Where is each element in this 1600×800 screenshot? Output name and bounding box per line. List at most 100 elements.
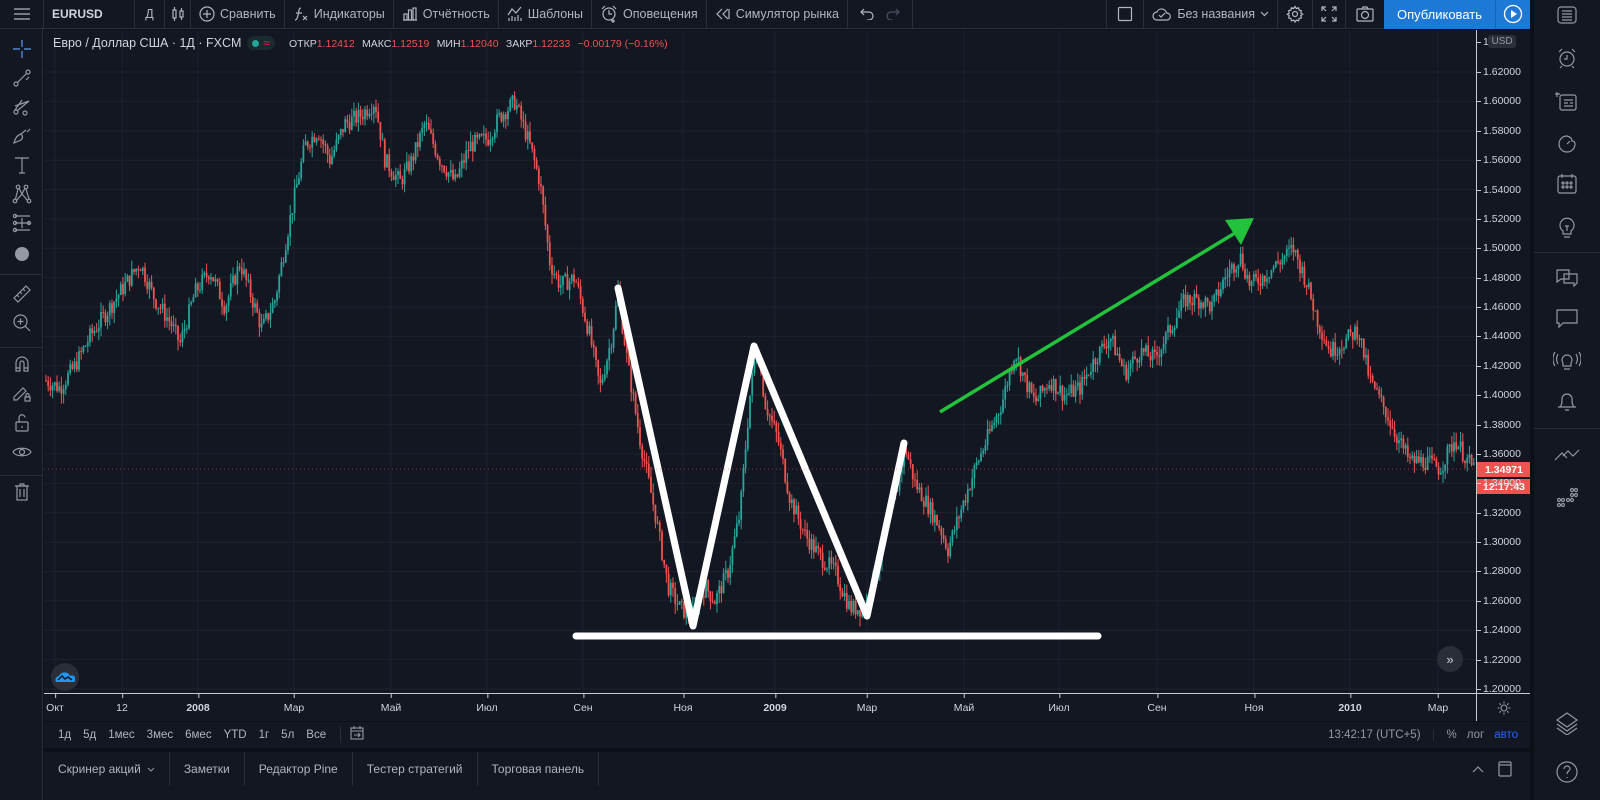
maximize-panel-icon[interactable] [1498, 761, 1512, 777]
price-axis[interactable]: 1 USD 1.34971 12:17:43 1.62000 1.60000 1.5… [1476, 30, 1531, 695]
redo-icon[interactable] [886, 8, 900, 20]
ideas-button[interactable] [1534, 212, 1600, 242]
axis-settings-button[interactable] [1476, 693, 1530, 721]
watchlist-button[interactable] [1534, 0, 1600, 30]
time-tick: Сен [573, 694, 593, 714]
publish-options-button[interactable] [1496, 0, 1530, 29]
double-chevron-right-icon: » [1446, 651, 1454, 667]
fullscreen-button[interactable] [1313, 0, 1346, 29]
remove-drawings-tool[interactable] [0, 478, 43, 506]
object-tree-button[interactable] [1534, 708, 1600, 738]
crosshair-tool[interactable] [0, 35, 43, 63]
chevron-up-icon[interactable] [1472, 765, 1484, 773]
magnet-tool[interactable] [0, 350, 43, 378]
snapshot-button[interactable] [1346, 0, 1384, 29]
chart-type-button[interactable] [165, 0, 191, 29]
private-chats-button[interactable] [1534, 303, 1600, 333]
undo-icon[interactable] [860, 8, 874, 20]
time-tick: Ноя [1244, 694, 1264, 714]
icon-shape-tool[interactable] [0, 240, 43, 268]
range-1d[interactable]: 1д [58, 729, 72, 741]
tab-pine-editor[interactable]: Редактор Pine [245, 752, 353, 786]
alerts-panel-button[interactable] [1534, 43, 1600, 73]
clock-timezone-button[interactable]: 13:42:17 (UTC+5) [1328, 729, 1434, 741]
dom-button[interactable] [1534, 482, 1600, 512]
scroll-to-realtime-button[interactable]: » [1437, 646, 1463, 672]
price-tick: 1.22000 [1477, 653, 1521, 666]
range-5d[interactable]: 5д [83, 729, 97, 741]
alerts-label: Оповещения [623, 7, 698, 21]
time-tick: Июл [1048, 694, 1070, 714]
lock-drawings-tool[interactable] [0, 379, 43, 407]
time-tick: Июл [476, 694, 498, 714]
indicators-button[interactable]: Индикаторы [285, 0, 394, 29]
pattern-tool[interactable] [0, 180, 43, 208]
drawings[interactable] [572, 218, 1254, 640]
time-tick: Мар [283, 694, 305, 714]
layout-name-button[interactable]: Без названия [1144, 0, 1278, 29]
help-button[interactable] [1534, 757, 1600, 787]
candlestick-chart[interactable] [44, 30, 1476, 693]
chats-button[interactable] [1534, 262, 1600, 292]
go-to-date-button[interactable] [349, 725, 365, 746]
series-title[interactable]: Евро / Доллар США · 1Д · FXCM [53, 36, 242, 50]
publish-button[interactable]: Опубликовать [1383, 0, 1496, 29]
hide-drawings-tool[interactable] [0, 438, 43, 466]
pitchfork-tool[interactable] [0, 93, 43, 121]
log-scale-toggle[interactable]: лог [1466, 729, 1485, 741]
compare-label: Сравнить [220, 7, 276, 21]
order-panel-button[interactable] [1534, 440, 1600, 470]
range-5y[interactable]: 5л [281, 729, 295, 741]
separator [0, 475, 43, 476]
measure-tool[interactable] [0, 280, 43, 308]
notifications-button[interactable] [1534, 386, 1600, 416]
lock-all-tool[interactable] [0, 409, 43, 437]
interval-button[interactable]: Д [135, 0, 165, 29]
tab-notes[interactable]: Заметки [170, 752, 245, 786]
symbol-search-button[interactable]: EURUSD [44, 0, 135, 29]
close-value: 1.12233 [532, 38, 571, 50]
unlock-icon [14, 414, 29, 432]
replay-button[interactable]: Симулятор рынка [707, 0, 848, 29]
cloud-logo-icon [55, 672, 75, 682]
compare-button[interactable]: Сравнить [191, 0, 285, 29]
time-tick: Сен [1147, 694, 1167, 714]
currency-label[interactable]: USD [1488, 35, 1516, 48]
range-6m[interactable]: 6мес [185, 729, 212, 741]
separator [0, 347, 43, 348]
range-all[interactable]: Все [306, 729, 327, 741]
trendline-tool[interactable] [0, 64, 43, 92]
menu-button[interactable] [0, 0, 44, 29]
auto-scale-toggle[interactable]: авто [1494, 729, 1518, 741]
hotlists-button[interactable] [1534, 129, 1600, 159]
tab-trading-panel[interactable]: Торговая панель [478, 752, 600, 786]
brush-tool[interactable] [0, 122, 43, 150]
zoom-tool[interactable] [0, 309, 43, 337]
price-tick: 1.28000 [1477, 565, 1521, 578]
alerts-button[interactable]: Оповещения [592, 0, 707, 29]
tab-stock-screener[interactable]: Скринер акций [44, 752, 170, 786]
prediction-tool[interactable] [0, 209, 43, 237]
range-1y[interactable]: 1г [258, 729, 270, 741]
trash-icon [14, 483, 29, 501]
multi-layout-button[interactable] [1107, 0, 1145, 29]
bar-chart-icon [402, 7, 417, 21]
data-window-button[interactable] [1534, 86, 1600, 116]
tab-strategy-tester[interactable]: Тестер стратегий [353, 752, 478, 786]
templates-button[interactable]: Шаблоны [499, 0, 593, 29]
calendar-button[interactable] [1534, 169, 1600, 199]
settings-button[interactable] [1278, 0, 1313, 29]
price-tick: 1.54000 [1477, 183, 1521, 196]
text-tool[interactable] [0, 151, 43, 179]
reports-button[interactable]: Отчётность [394, 0, 499, 29]
tradingview-logo-button[interactable] [51, 663, 79, 691]
range-1m[interactable]: 1мес [108, 729, 135, 741]
time-axis[interactable]: Окт 12 2008 Мар Май Июл Сен Ноя 2009 Мар Май Июл Сен… [44, 693, 1476, 721]
chart-pane[interactable]: Евро / Доллар США · 1Д · FXCM ≈ ОТКР1.12… [44, 30, 1476, 693]
range-3m[interactable]: 3мес [146, 729, 174, 741]
percent-scale-toggle[interactable]: % [1446, 729, 1457, 741]
range-ytd[interactable]: YTD [223, 729, 247, 741]
streams-button[interactable] [1534, 345, 1600, 375]
market-status-badge[interactable]: ≈ [247, 36, 276, 50]
price-tick: 1.46000 [1477, 301, 1521, 314]
